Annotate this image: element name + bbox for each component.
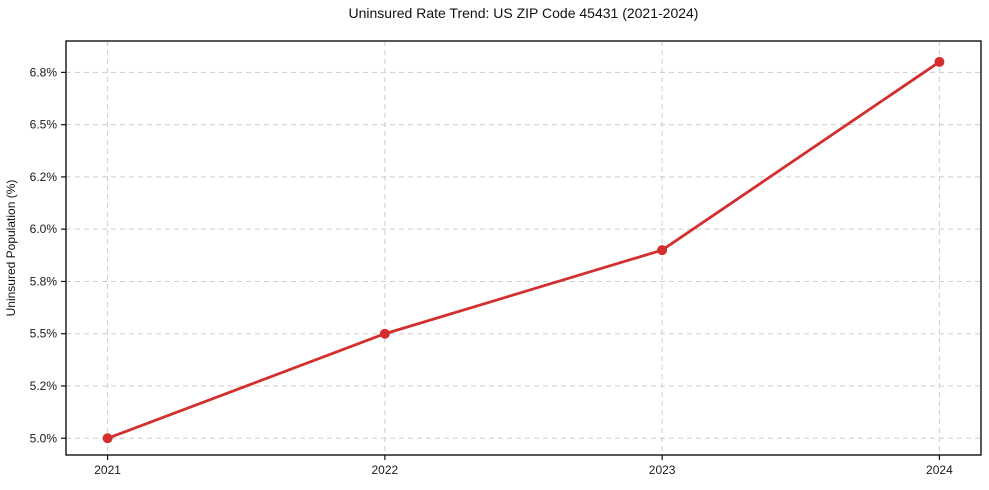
y-tick-label: 5.0% <box>30 431 58 445</box>
y-tick-label: 5.8% <box>30 274 58 288</box>
chart-title: Uninsured Rate Trend: US ZIP Code 45431 … <box>348 5 699 21</box>
y-tick-label: 6.5% <box>30 118 58 132</box>
x-tick-label: 2023 <box>649 463 676 477</box>
y-tick-label: 6.0% <box>30 222 58 236</box>
y-tick-label: 5.5% <box>30 327 58 341</box>
trend-line <box>106 60 941 440</box>
x-tick-label: 2022 <box>372 463 399 477</box>
y-tick-label: 6.2% <box>30 170 58 184</box>
y-tick-label: 5.2% <box>30 379 58 393</box>
y-tick-label: 6.8% <box>30 65 58 79</box>
data-point-2023 <box>657 245 668 256</box>
plot-border <box>65 40 982 456</box>
data-point-2022 <box>379 328 390 339</box>
data-point-2024 <box>934 56 945 67</box>
x-tick-label: 2024 <box>926 463 953 477</box>
data-point-2021 <box>102 433 113 444</box>
x-tick-label: 2021 <box>94 463 121 477</box>
